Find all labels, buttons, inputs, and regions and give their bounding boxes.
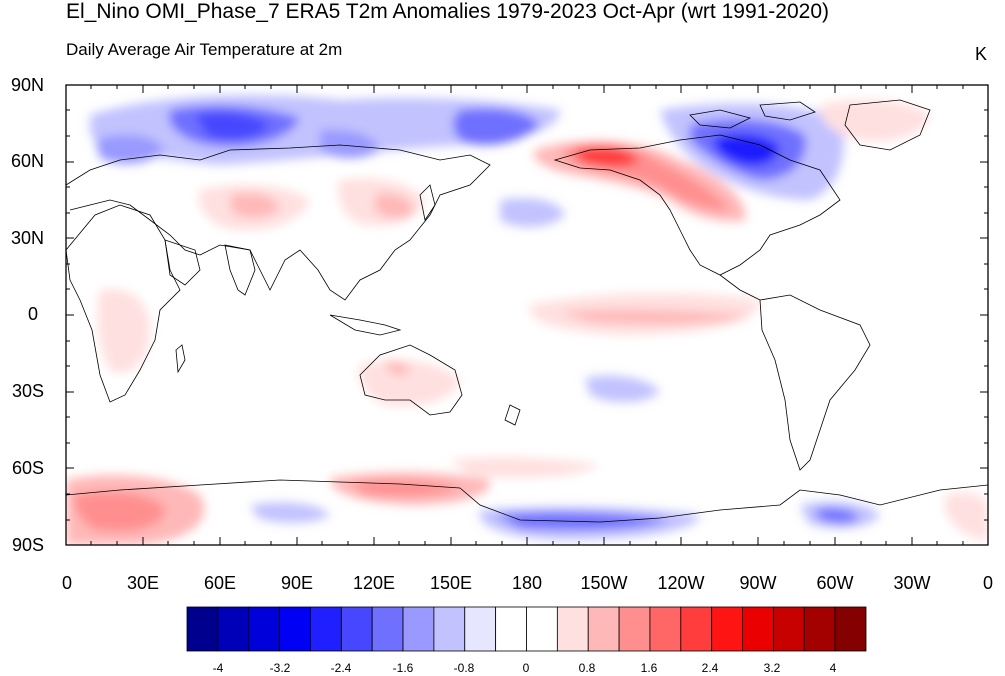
lon-label-90w: 90W	[739, 573, 777, 593]
colorbar-label: -1.6	[392, 661, 414, 675]
colorbar-swatch	[402, 606, 435, 652]
colorbar-label: 2.4	[701, 661, 719, 675]
coastlines	[66, 99, 988, 523]
colorbar-label: -0.8	[453, 661, 475, 675]
colorbar-swatch	[773, 606, 805, 652]
colorbar-label: 0.8	[578, 661, 596, 675]
colorbar-swatch	[279, 606, 311, 652]
lon-label-0: 0	[61, 573, 72, 593]
colorbar-label: -3.2	[269, 661, 291, 675]
lon-label-120w: 120W	[657, 573, 705, 593]
colorbar-swatch	[310, 606, 342, 652]
lat-label-30n: 30N	[10, 228, 44, 248]
lat-label-eq: 0	[27, 304, 38, 324]
lon-label-120e: 120E	[352, 573, 396, 593]
colorbar-label: 1.6	[640, 661, 658, 675]
anomaly-field	[66, 85, 988, 545]
colorbar-swatch	[680, 606, 713, 652]
colorbar-swatch	[618, 606, 651, 652]
lon-label-60w: 60W	[816, 573, 854, 593]
lat-label-30s: 30S	[11, 381, 44, 401]
lon-label-30e: 30E	[126, 573, 160, 593]
colorbar-swatch	[186, 606, 219, 652]
lon-label-180: 180	[511, 573, 543, 593]
colorbar-swatch	[711, 606, 743, 652]
colorbar-swatch	[495, 606, 527, 652]
colorbar-label: -2.4	[330, 661, 352, 675]
colorbar-swatch	[556, 606, 589, 652]
axis-ticks	[66, 84, 988, 546]
map-subtitle: Daily Average Air Temperature at 2m	[66, 40, 343, 59]
colorbar-swatch	[834, 606, 867, 652]
map-title: El_Nino OMI_Phase_7 ERA5 T2m Anomalies 1…	[66, 0, 830, 23]
lat-label-90n: 90N	[10, 75, 44, 95]
lat-label-60n: 60N	[10, 151, 44, 171]
colorbar-label: -4	[212, 661, 224, 675]
colorbar-label: 0	[522, 661, 530, 675]
colorbar-label: 3.2	[763, 661, 781, 675]
colorbar	[186, 606, 867, 652]
lat-label-90s: 90S	[11, 535, 44, 555]
colorbar-swatch	[248, 606, 280, 652]
units-label: K	[975, 44, 988, 64]
colorbar-swatch	[526, 606, 558, 652]
lon-label-150e: 150E	[429, 573, 473, 593]
colorbar-swatch	[742, 606, 774, 652]
colorbar-swatch	[371, 606, 404, 652]
lon-label-90e: 90E	[280, 573, 314, 593]
lon-label-150w: 150W	[580, 573, 628, 593]
colorbar-swatch	[587, 606, 620, 652]
colorbar-swatch	[803, 606, 836, 652]
colorbar-swatch	[464, 606, 497, 652]
colorbar-swatch	[433, 606, 466, 652]
colorbar-label: 4	[829, 661, 837, 675]
colorbar-swatch	[217, 606, 250, 652]
lon-label-30w: 30W	[893, 573, 931, 593]
lat-label-60s: 60S	[11, 458, 44, 478]
lon-label-60e: 60E	[203, 573, 237, 593]
colorbar-swatch	[649, 606, 682, 652]
colorbar-swatch	[340, 606, 373, 652]
lon-label-0-east: 0	[982, 573, 993, 593]
